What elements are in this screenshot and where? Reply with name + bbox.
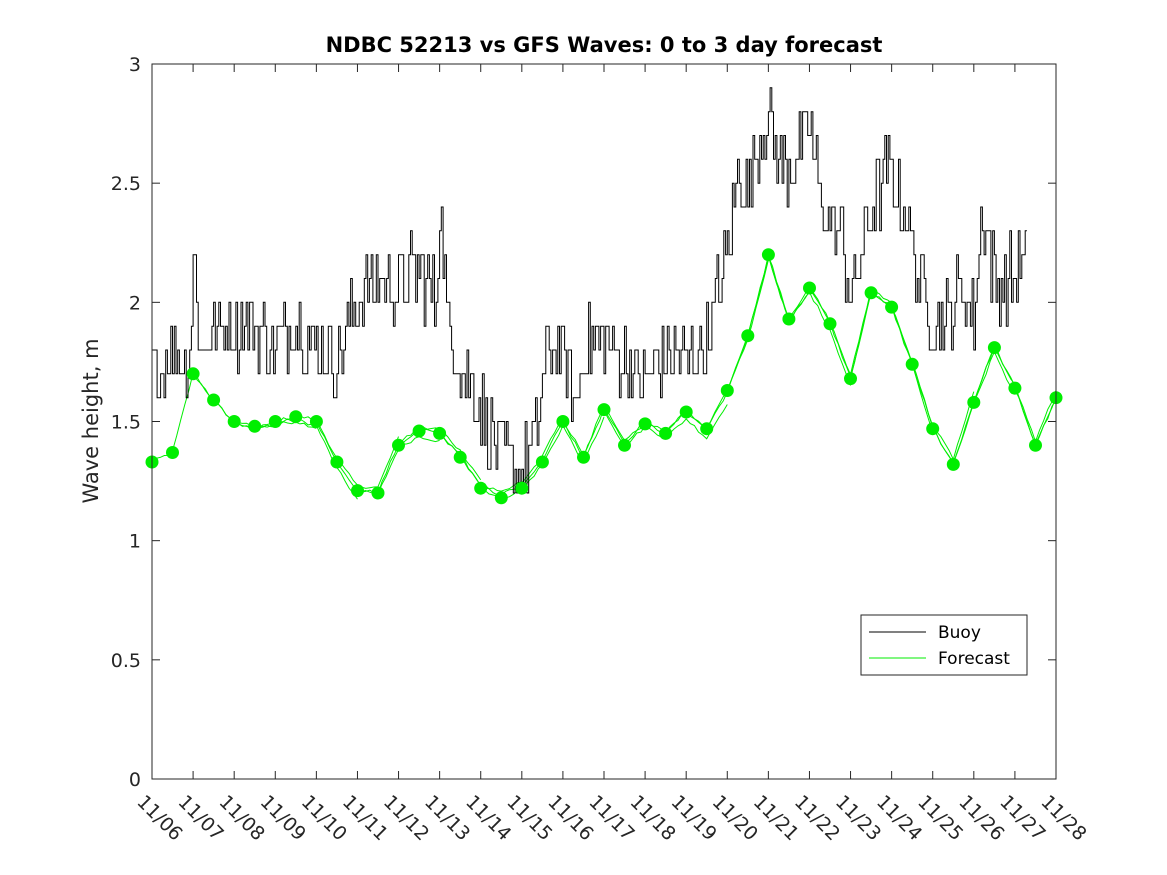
- y-tick-label: 1.5: [111, 412, 141, 434]
- forecast-point: [474, 481, 488, 495]
- forecast-point: [535, 455, 549, 469]
- forecast-point: [392, 438, 405, 452]
- y-tick-label: 2.5: [111, 173, 141, 195]
- series-layer: [145, 87, 1063, 505]
- y-axis: 0 0.5 1 1.5 2 2.5 3: [111, 54, 1056, 791]
- forecast-point: [330, 455, 344, 469]
- y-tick-label: 2: [129, 292, 141, 314]
- forecast-point: [289, 410, 303, 424]
- forecast-point: [967, 395, 981, 409]
- forecast-point: [864, 286, 878, 300]
- forecast-point: [946, 457, 960, 471]
- forecast-point: [351, 484, 364, 498]
- forecast-point: [761, 248, 775, 262]
- forecast-point: [1008, 381, 1022, 395]
- forecast-point: [905, 357, 919, 371]
- forecast-point: [987, 341, 1001, 355]
- forecast-point: [166, 446, 179, 459]
- forecast-point: [268, 415, 282, 428]
- forecast-point: [494, 491, 508, 505]
- forecast-point: [412, 424, 426, 438]
- forecast-point: [207, 393, 221, 407]
- forecast-point: [844, 372, 857, 386]
- forecast-point: [720, 384, 734, 397]
- forecast-point: [782, 312, 796, 326]
- y-tick-label: 0.5: [111, 650, 141, 672]
- y-tick-label: 0: [129, 769, 141, 791]
- forecast-point: [679, 405, 693, 419]
- legend: Buoy Forecast: [860, 614, 1028, 676]
- forecast-point: [186, 367, 200, 381]
- forecast-point: [515, 481, 529, 495]
- forecast-point: [248, 419, 262, 433]
- forecast-point: [700, 422, 714, 436]
- forecast-point: [638, 417, 652, 431]
- forecast-point: [618, 438, 631, 452]
- forecast-point: [227, 415, 241, 428]
- forecast-point: [309, 415, 323, 428]
- forecast-point: [577, 450, 590, 464]
- forecast-point: [453, 450, 467, 464]
- legend-buoy-label: Buoy: [938, 623, 981, 643]
- forecast-point: [885, 300, 899, 314]
- y-tick-label: 3: [129, 54, 141, 76]
- forecast-point: [926, 422, 940, 436]
- y-tick-label: 1: [129, 531, 141, 553]
- forecast-point: [823, 317, 837, 331]
- forecast-point: [433, 426, 447, 440]
- forecast-point: [1029, 438, 1042, 452]
- forecast-point: [659, 426, 673, 440]
- forecast-point: [371, 486, 385, 500]
- legend-forecast-label: Forecast: [938, 649, 1010, 669]
- forecast-point: [741, 329, 755, 343]
- forecast-point: [803, 281, 816, 295]
- buoy-line: [152, 87, 1027, 494]
- forecast-point: [597, 403, 611, 417]
- legend-box: [860, 614, 1028, 676]
- chart-title: NDBC 52213 vs GFS Waves: 0 to 3 day fore…: [326, 33, 883, 57]
- y-axis-label: Wave height, m: [79, 338, 103, 503]
- forecast-point: [556, 415, 570, 428]
